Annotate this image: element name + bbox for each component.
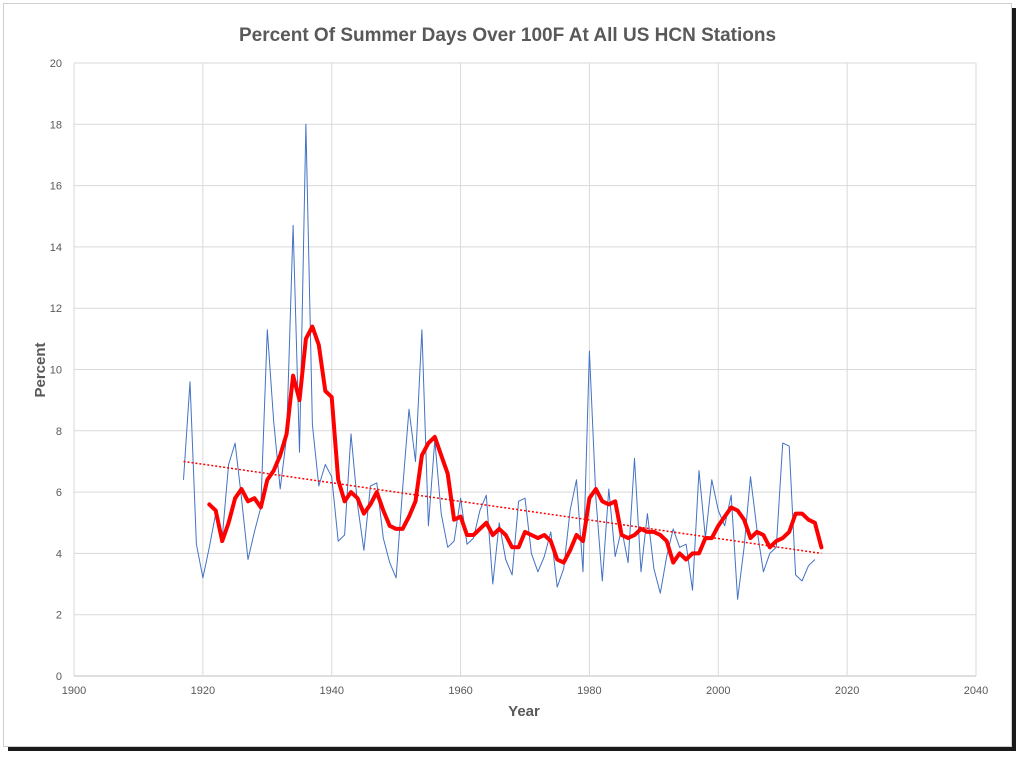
data-series: [183, 123, 824, 600]
moving-average-series-line: [207, 324, 824, 565]
y-tick-label: 2: [56, 610, 62, 622]
x-tick-label: 1960: [448, 685, 472, 697]
y-tick-label: 10: [50, 365, 62, 377]
x-tick-label: 2040: [964, 685, 988, 697]
y-tick-label: 20: [50, 58, 62, 70]
y-tick-label: 8: [56, 426, 62, 438]
chart-frame: [3, 3, 1012, 747]
y-axis-label: Percent: [32, 342, 49, 397]
x-tick-label: 1900: [62, 685, 86, 697]
y-tick-label: 14: [50, 242, 62, 254]
trend-line: [183, 460, 822, 555]
y-tick-label: 16: [50, 181, 62, 193]
annual-series-line: [183, 123, 816, 600]
y-tick-label: 18: [50, 119, 62, 131]
x-tick-label: 1980: [577, 685, 601, 697]
grid-lines: [73, 62, 977, 677]
y-tick-label: 6: [56, 487, 62, 499]
x-tick-label: 1940: [319, 685, 343, 697]
y-tick-label: 4: [56, 548, 62, 560]
x-tick-label: 1920: [191, 685, 215, 697]
tick-labels: 0 2 4 6 8 10 12 14 16 18 20 1900 1920 1940 1960 1980 200…: [50, 58, 988, 697]
x-tick-label: 2020: [835, 685, 859, 697]
y-tick-label: 12: [50, 303, 62, 315]
y-tick-label: 0: [56, 671, 62, 683]
x-axis-label: Year: [508, 703, 540, 720]
chart-title: Percent Of Summer Days Over 100F At All …: [238, 25, 777, 46]
x-tick-label: 2000: [706, 685, 730, 697]
